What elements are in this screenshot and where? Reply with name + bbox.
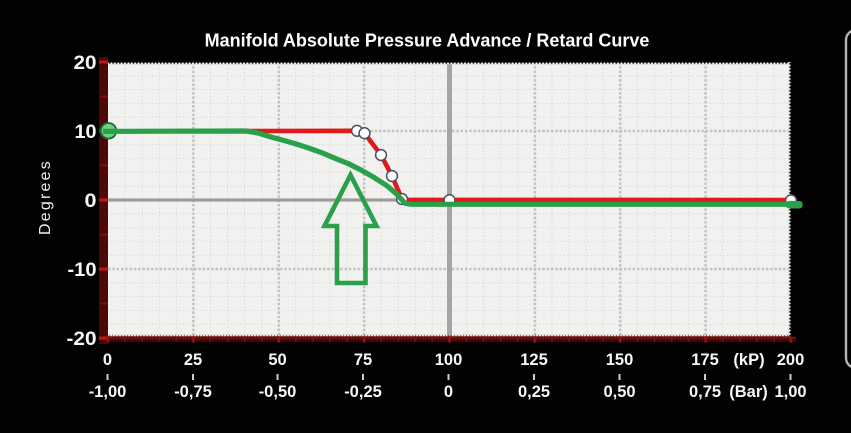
svg-text:20: 20: [74, 52, 97, 74]
svg-text:1,00: 1,00: [774, 383, 806, 401]
svg-text:150: 150: [606, 351, 634, 369]
svg-text:10: 10: [75, 121, 97, 143]
svg-text:Manifold Absolute Pressure Adv: Manifold Absolute Pressure Advance / Ret…: [205, 31, 650, 51]
svg-text:0: 0: [103, 351, 112, 369]
svg-text:0: 0: [85, 190, 97, 212]
svg-text:-1,00: -1,00: [89, 383, 127, 401]
svg-text:0,50: 0,50: [603, 383, 635, 401]
svg-text:0,25: 0,25: [518, 383, 550, 401]
svg-text:-10: -10: [68, 259, 97, 281]
svg-text:200: 200: [777, 351, 805, 369]
svg-text:125: 125: [520, 351, 548, 369]
svg-text:-0,50: -0,50: [259, 383, 297, 401]
svg-text:-0,25: -0,25: [344, 383, 382, 401]
svg-text:(kP): (kP): [733, 351, 764, 369]
svg-text:0: 0: [444, 383, 453, 401]
svg-text:Degrees: Degrees: [37, 159, 54, 235]
svg-text:-0,75: -0,75: [174, 383, 212, 401]
svg-text:0,75: 0,75: [689, 383, 721, 401]
svg-text:100: 100: [435, 351, 463, 369]
svg-text:175: 175: [691, 351, 719, 369]
svg-text:75: 75: [354, 351, 372, 369]
svg-text:-20: -20: [67, 328, 97, 350]
svg-text:50: 50: [268, 351, 286, 369]
svg-text:25: 25: [184, 351, 202, 369]
svg-text:(Bar): (Bar): [729, 383, 768, 401]
